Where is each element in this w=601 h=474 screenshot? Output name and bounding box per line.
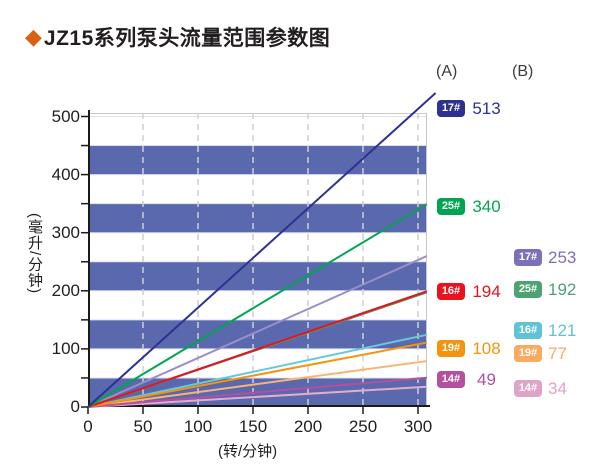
legend-item-b-19: 19# 77 (514, 343, 567, 363)
legend-item-b-14: 14# 34 (514, 378, 567, 398)
x-tick-label: 300 (403, 417, 433, 436)
series-value-16a: 194 (472, 281, 501, 301)
page-title-row: ◆ JZ15系列泵头流量范围参数图 (25, 22, 330, 52)
diamond-bullet-icon: ◆ (25, 24, 42, 49)
legend-item-b-16: 16# 121 (514, 320, 577, 340)
legend-item-a-25: 25# 340 (437, 196, 505, 216)
y-tick-label: 400 (51, 165, 80, 184)
legend-item-a-17: 17# 513 (437, 98, 505, 118)
series-value-25a: 340 (472, 196, 501, 216)
x-tick-label: 50 (133, 417, 153, 436)
series-value-14b: 34 (548, 378, 567, 398)
series-badge-25b: 25# (514, 281, 542, 298)
series-value-17b: 253 (548, 247, 577, 267)
series-badge-16b: 16# (514, 322, 542, 339)
page-title: JZ15系列泵头流量范围参数图 (43, 27, 331, 50)
series-badge-14b: 14# (514, 380, 542, 397)
y-tick-label: 0 (70, 397, 80, 416)
x-axis-label: (转/分钟) (218, 443, 278, 460)
legend-item-a-19: 19# 108 (437, 338, 505, 358)
y-axis-label: (毫升/分钟) (26, 213, 43, 295)
series-value-19a: 108 (472, 338, 501, 358)
legend-item-a-14: 14# 49 (437, 369, 505, 389)
series-badge-16a: 16# (437, 283, 465, 300)
series-badge-17a: 17# (437, 100, 465, 117)
legend-item-b-25: 25# 192 (514, 279, 577, 299)
y-tick-label: 200 (51, 281, 80, 300)
x-tick-label: 250 (348, 417, 378, 436)
series-value-25b: 192 (548, 279, 577, 299)
series-badge-19a: 19# (437, 340, 465, 357)
series-badge-17b: 17# (514, 249, 542, 266)
x-tick-label: 150 (238, 417, 268, 436)
y-tick-label: 100 (51, 339, 80, 358)
series-value-17a: 513 (472, 98, 501, 118)
series-value-19b: 77 (548, 343, 567, 363)
legend-column-a-header: (A) (436, 63, 458, 80)
x-tick-label: 0 (83, 417, 93, 436)
y-tick-label: 500 (51, 107, 80, 126)
series-badge-25a: 25# (437, 198, 465, 215)
x-tick-label: 100 (183, 417, 213, 436)
series-badge-19b: 19# (514, 345, 542, 362)
series-value-16b: 121 (548, 320, 577, 340)
legend-item-a-16: 16# 194 (437, 281, 505, 301)
legend-item-b-17: 17# 253 (514, 247, 577, 267)
series-badge-14a: 14# (437, 371, 465, 388)
chart-canvas (81, 92, 437, 414)
chart-plot-area (81, 92, 437, 414)
y-tick-label: 300 (51, 223, 80, 242)
x-tick-label: 200 (293, 417, 323, 436)
series-value-14a: 49 (477, 369, 496, 389)
legend-column-b-header: (B) (512, 63, 534, 80)
